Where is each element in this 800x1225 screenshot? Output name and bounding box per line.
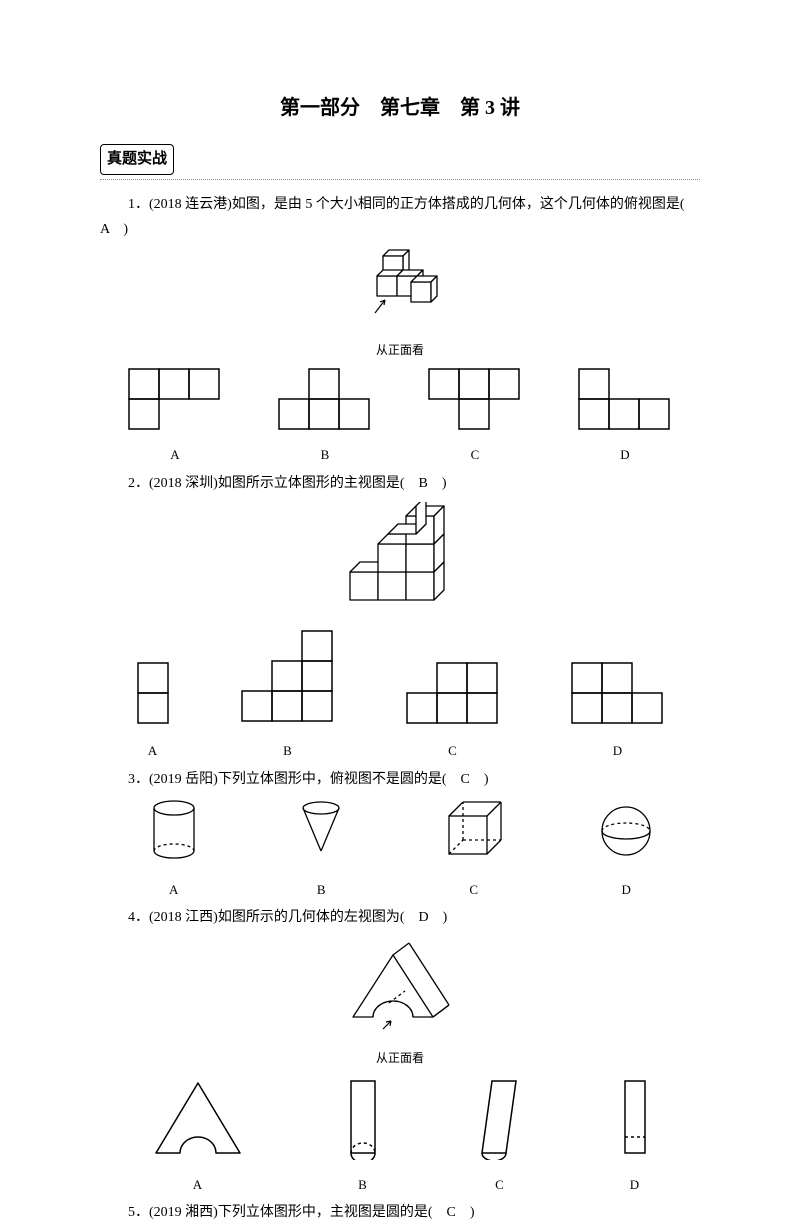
- opt-label: C: [403, 739, 503, 762]
- question-4: 4．(2018 江西)如图所示的几何体的左视图为( D ): [100, 905, 700, 930]
- q4-opt-d: D: [617, 1075, 653, 1196]
- opt-label: D: [577, 443, 673, 466]
- q1-options: A B C D: [100, 367, 700, 467]
- q2-opt-a: A: [133, 659, 173, 763]
- q2-opt-c: C: [403, 659, 503, 763]
- q3-options: A B C: [100, 796, 700, 902]
- q2-opt-d: D: [568, 659, 668, 763]
- q1-opt-a: A: [127, 367, 223, 467]
- opt-label: B: [277, 443, 373, 466]
- q3-opt-d: D: [596, 796, 656, 902]
- opt-label: C: [427, 443, 523, 466]
- question-1: 1．(2018 连云港)如图，是由 5 个大小相同的正方体搭成的几何体，这个几何…: [100, 192, 700, 242]
- question-5: 5．(2019 湘西)下列立体图形中，主视图是圆的是( C ): [100, 1200, 700, 1225]
- opt-label: D: [617, 1173, 653, 1196]
- opt-label: D: [568, 739, 668, 762]
- q3-opt-b: B: [291, 796, 351, 902]
- opt-label: A: [148, 1173, 248, 1196]
- divider: [100, 179, 700, 180]
- q2-figure: [100, 502, 700, 621]
- q4-opt-b: B: [343, 1075, 383, 1196]
- question-3: 3．(2019 岳阳)下列立体图形中，俯视图不是圆的是( C ): [100, 767, 700, 792]
- opt-label: B: [238, 739, 338, 762]
- opt-label: C: [439, 878, 509, 901]
- opt-label: C: [478, 1173, 522, 1196]
- q1-caption: 从正面看: [100, 340, 700, 362]
- opt-label: D: [596, 878, 656, 901]
- opt-label: A: [133, 739, 173, 762]
- q4-opt-a: A: [148, 1075, 248, 1196]
- q2-options: A B C D: [100, 627, 700, 763]
- q3-opt-c: C: [439, 796, 509, 902]
- q3-opt-a: A: [144, 796, 204, 902]
- q4-options: A B C D: [100, 1075, 700, 1196]
- q2-opt-b: B: [238, 627, 338, 763]
- opt-label: A: [127, 443, 223, 466]
- opt-label: B: [291, 878, 351, 901]
- opt-label: B: [343, 1173, 383, 1196]
- q1-opt-d: D: [577, 367, 673, 467]
- q4-figure: 从正面看: [100, 937, 700, 1070]
- section-tag: 真题实战: [100, 144, 174, 175]
- q1-opt-c: C: [427, 367, 523, 467]
- q1-figure: 从正面看: [100, 248, 700, 361]
- page-title: 第一部分 第七章 第 3 讲: [100, 90, 700, 126]
- q4-caption: 从正面看: [100, 1048, 700, 1070]
- opt-label: A: [144, 878, 204, 901]
- q1-opt-b: B: [277, 367, 373, 467]
- question-2: 2．(2018 深圳)如图所示立体图形的主视图是( B ): [100, 471, 700, 496]
- q4-opt-c: C: [478, 1075, 522, 1196]
